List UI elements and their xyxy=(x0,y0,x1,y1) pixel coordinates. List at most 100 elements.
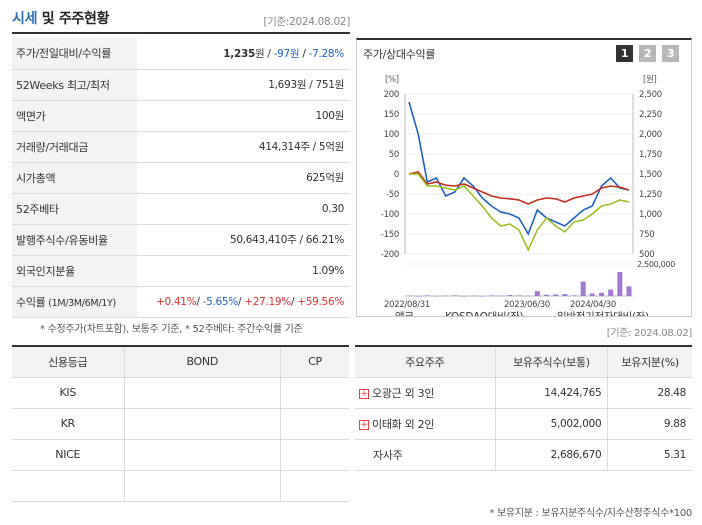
volume-bar xyxy=(617,272,623,296)
holder-shares: 5,002,000 xyxy=(495,408,609,440)
legend-label: 앱코 xyxy=(395,311,414,316)
info-row: 외국인지분율 1.09% xyxy=(12,255,350,287)
x-tick-label: 2024/04/30 xyxy=(570,300,616,310)
info-value: 100원 xyxy=(137,100,350,132)
chart-tab-2[interactable]: 2 xyxy=(639,45,656,62)
info-value-part: / xyxy=(237,295,245,308)
credit-cell xyxy=(280,408,349,440)
info-value-part: +59.56% xyxy=(297,295,344,308)
base-date-2: [기준: 2024.08.02] xyxy=(606,328,693,339)
volume-bar xyxy=(434,296,439,297)
credit-cell xyxy=(124,408,282,440)
volume-bar xyxy=(452,295,458,296)
volume-bar xyxy=(589,293,595,296)
credit-cell xyxy=(124,470,282,502)
info-value-part: 원 / xyxy=(255,47,274,60)
volume-bar xyxy=(443,295,449,297)
right-tick-label: 500 xyxy=(639,250,654,260)
holders-header: 보유주식수(보통) xyxy=(495,346,609,378)
credit-row: KR xyxy=(12,408,349,440)
expand-plus-icon[interactable]: + xyxy=(359,419,369,430)
info-value: 50,643,410주 / 66.21% xyxy=(137,224,350,256)
title-rest: 및 주주현황 xyxy=(37,11,110,27)
info-value: 625억원 xyxy=(137,162,350,194)
info-value: 1,235원 / -97원 / -7.28% xyxy=(137,38,350,70)
info-row: 52Weeks 최고/최저 1,693원 / 751원 xyxy=(12,69,350,101)
chart-tab-3[interactable]: 3 xyxy=(662,45,679,62)
credit-header: 신용등급 xyxy=(12,346,125,378)
holder-name-text: 이태화 외 2인 xyxy=(372,417,435,431)
info-row: 52주베타 0.30 xyxy=(12,193,350,225)
info-row: 거래량/거래대금 414,314주 / 5억원 xyxy=(12,131,350,163)
x-tick-label: 2022/08/31 xyxy=(384,300,430,310)
info-value-part: -5.65% xyxy=(202,295,239,308)
holders-header: 보유지분(%) xyxy=(607,346,692,378)
credit-row: KIS xyxy=(12,377,349,409)
volume-bar xyxy=(479,296,485,297)
info-label: 거래량/거래대금 xyxy=(12,131,137,163)
series-line-2 xyxy=(409,173,630,252)
info-row: 발행주식수/유동비율 50,643,410주 / 66.21% xyxy=(12,224,350,256)
holder-percent: 5.31 xyxy=(607,439,692,471)
credit-cell xyxy=(124,439,282,471)
info-value-part: 100원 xyxy=(315,110,344,122)
chart-panel: 주가/상대수익률 1 2 3 [%] [원] 200 150 100 50 0 -50 -100… xyxy=(356,38,692,317)
info-value-part: / xyxy=(196,295,203,308)
holder-name-text: 자사주 xyxy=(373,448,403,462)
right-tick-label: 1,500 xyxy=(639,170,662,180)
chart-tab-1[interactable]: 1 xyxy=(616,45,633,62)
holder-shares: 14,424,765 xyxy=(495,377,609,409)
right-tick-label: 1,000 xyxy=(639,210,662,220)
credit-cell xyxy=(280,470,349,502)
info-row: 주가/전일대비/수익률 1,235원 / -97원 / -7.28% xyxy=(12,38,350,70)
volume-bar xyxy=(599,292,604,296)
info-value: 0.30 xyxy=(137,193,350,225)
volume-bar xyxy=(580,281,586,296)
holder-row: 자사주 2,686,670 5.31 xyxy=(355,439,692,471)
info-value: 414,314주 / 5억원 xyxy=(137,131,350,163)
volume-bar xyxy=(571,295,577,296)
volume-bar xyxy=(498,295,504,297)
info-label: 52주베타 xyxy=(12,193,137,225)
credit-cell: NICE xyxy=(12,439,125,471)
info-value-part: +27.19% xyxy=(244,295,291,308)
info-label: 시가총액 xyxy=(12,162,137,194)
credit-cell xyxy=(280,377,349,409)
holder-percent: 28.48 xyxy=(607,377,692,409)
volume-bar xyxy=(507,295,513,296)
info-row: 액면가 100원 xyxy=(12,100,350,132)
info-label-sub: (1M/3M/6M/1Y) xyxy=(45,297,116,309)
left-tick-label: -100 xyxy=(381,210,399,220)
base-date: [기준:2024.08.02] xyxy=(263,16,350,28)
holder-percent: 9.88 xyxy=(607,408,692,440)
volume-bar xyxy=(525,295,531,297)
credit-cell xyxy=(124,377,282,409)
volume-bar xyxy=(415,296,421,297)
holder-name[interactable]: + 오광근 외 3인 xyxy=(355,377,496,409)
footnote-holding: * 보유지분 : 보유지분주식수/지수산정주식수*100 xyxy=(489,508,692,519)
info-label: 발행주식수/유동비율 xyxy=(12,224,137,256)
info-value: 1,693원 / 751원 xyxy=(137,69,350,101)
chart-title: 주가/상대수익률 xyxy=(363,48,436,61)
legend-label: 일반전기전자대비(좌) xyxy=(557,310,649,316)
series-line-0 xyxy=(408,101,630,236)
info-value-part: -97원 xyxy=(273,47,300,60)
info-value-part: -7.28% xyxy=(308,47,345,60)
holders-header: 주요주주 xyxy=(355,346,496,378)
volume-bar xyxy=(562,294,568,296)
info-value-part: / xyxy=(299,47,309,60)
volume-bar xyxy=(489,295,494,296)
credit-rating-table: 신용등급 BOND CP KIS KR NICE xyxy=(12,345,349,502)
price-info-table: 주가/전일대비/수익률 1,235원 / -97원 / -7.28% 52Weeks… xyxy=(12,38,350,318)
info-label: 52Weeks 최고/최저 xyxy=(12,69,137,101)
right-axis-unit: [원] xyxy=(643,75,657,85)
info-value-part: 625억원 xyxy=(306,172,344,184)
holder-name[interactable]: + 이태화 외 2인 xyxy=(355,408,496,440)
credit-row: NICE xyxy=(12,439,349,471)
series-line-1 xyxy=(408,171,630,205)
left-tick-label: 200 xyxy=(384,90,399,100)
expand-plus-icon[interactable]: + xyxy=(359,388,369,399)
major-shareholders-table: 주요주주 보유주식수(보통) 보유지분(%) + 오광근 외 3인 14,424,765 2… xyxy=(355,345,692,471)
volume-bar xyxy=(553,294,559,296)
credit-cell: KR xyxy=(12,408,125,440)
